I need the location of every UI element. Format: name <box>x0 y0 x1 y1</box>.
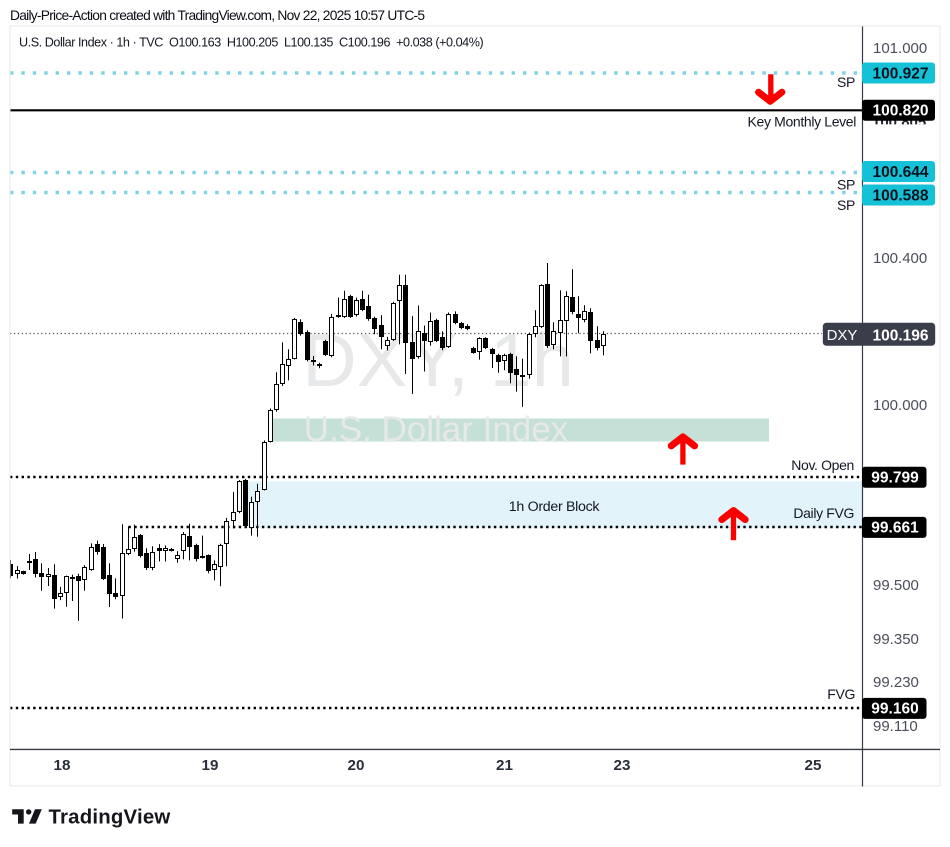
svg-text:Daily FVG: Daily FVG <box>793 505 854 521</box>
svg-text:99.110: 99.110 <box>873 718 918 735</box>
svg-text:21: 21 <box>496 757 513 774</box>
svg-text:SP: SP <box>837 177 855 193</box>
svg-text:99.500: 99.500 <box>873 577 919 594</box>
svg-text:18: 18 <box>54 757 71 774</box>
svg-text:1h Order Block: 1h Order Block <box>509 499 601 515</box>
svg-text:19: 19 <box>202 757 219 774</box>
svg-text:SP: SP <box>837 74 855 90</box>
svg-text:100.588: 100.588 <box>872 187 928 204</box>
svg-text:Key Monthly Level: Key Monthly Level <box>748 114 857 130</box>
svg-text:25: 25 <box>805 757 822 774</box>
svg-text:100.196: 100.196 <box>872 328 928 345</box>
svg-text:99.799: 99.799 <box>871 470 919 487</box>
svg-text:FVG: FVG <box>827 686 855 702</box>
svg-text:U.S. Dollar Index: U.S. Dollar Index <box>304 410 569 449</box>
svg-text:Nov. Open: Nov. Open <box>791 457 854 473</box>
svg-text:23: 23 <box>614 757 631 774</box>
svg-text:100.644: 100.644 <box>872 164 928 181</box>
svg-text:Daily-Price-Action created wit: Daily-Price-Action created with TradingV… <box>10 8 425 23</box>
svg-text:99.160: 99.160 <box>871 701 918 718</box>
svg-text:100.820: 100.820 <box>872 103 928 120</box>
svg-text:20: 20 <box>348 757 365 774</box>
svg-text:101.000: 101.000 <box>873 40 927 57</box>
svg-text:DXY: DXY <box>827 327 858 344</box>
svg-text:99.350: 99.350 <box>873 631 919 648</box>
svg-text:TradingView: TradingView <box>49 806 171 828</box>
svg-text:SP: SP <box>837 197 855 213</box>
svg-text:U.S. Dollar Index · 1h · TVC: U.S. Dollar Index · 1h · TVC O100.163 H1… <box>19 36 483 50</box>
svg-text:99.661: 99.661 <box>871 520 919 537</box>
svg-text:100.927: 100.927 <box>872 65 928 82</box>
svg-text:99.230: 99.230 <box>873 674 919 691</box>
svg-text:100.400: 100.400 <box>873 250 927 267</box>
svg-text:100.000: 100.000 <box>873 397 927 414</box>
